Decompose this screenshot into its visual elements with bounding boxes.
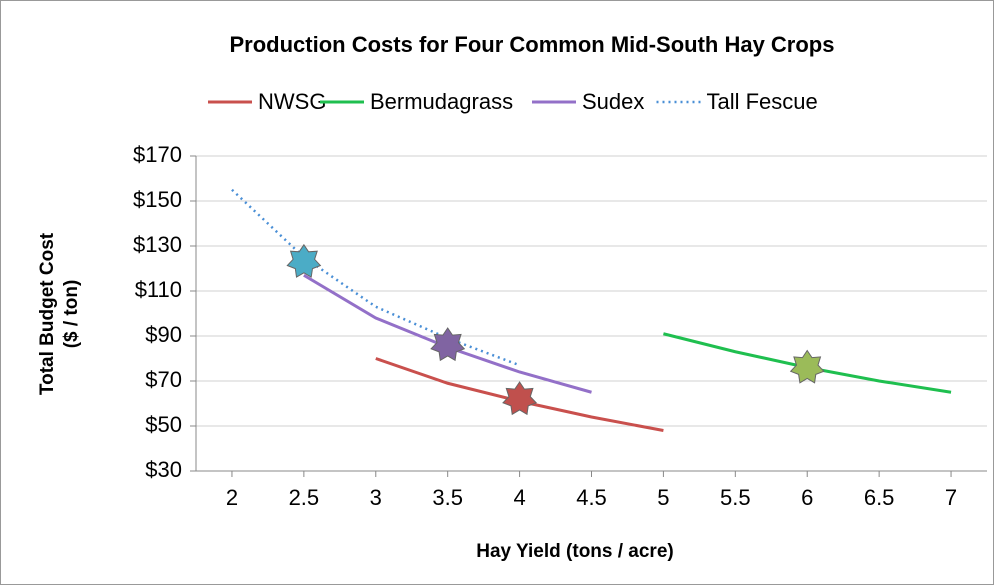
highlight-star (502, 381, 538, 416)
x-tick-label: 3.5 (432, 485, 463, 510)
y-tick-label: $30 (145, 457, 182, 482)
highlight-star (789, 349, 825, 384)
legend-label: NWSG (258, 89, 326, 114)
legend: NWSG Bermudagrass Sudex Tall Fescue (208, 89, 818, 114)
legend-label: Sudex (582, 89, 644, 114)
y-axis-label: Total Budget Cost ($ / ton) (37, 232, 82, 395)
y-tick-label: $70 (145, 367, 182, 392)
x-tick-label: 7 (945, 485, 957, 510)
x-tick-label: 2 (226, 485, 238, 510)
highlight-star (286, 243, 322, 278)
y-axis-label-line: ($ / ton) (61, 280, 82, 349)
legend-label: Tall Fescue (707, 89, 818, 114)
chart-title: Production Costs for Four Common Mid-Sou… (230, 32, 835, 57)
x-tick-label: 2.5 (289, 485, 320, 510)
y-tick-label: $150 (133, 187, 182, 212)
y-tick-label: $110 (135, 277, 182, 302)
y-tick-label: $170 (133, 142, 182, 167)
x-tick-label: 6 (801, 485, 813, 510)
y-tick-label: $130 (133, 232, 182, 257)
y-tick-label: $50 (145, 412, 182, 437)
legend-label: Bermudagrass (370, 89, 513, 114)
x-tick-label: 5.5 (720, 485, 751, 510)
y-axis-label-line: Total Budget Cost (37, 232, 58, 395)
y-tick-label: $90 (145, 322, 182, 347)
x-axis-label: Hay Yield (tons / acre) (476, 541, 673, 562)
x-tick-label: 6.5 (864, 485, 895, 510)
x-tick-label: 4.5 (576, 485, 607, 510)
x-tick-label: 4 (513, 485, 525, 510)
highlight-star (430, 327, 466, 362)
x-tick-label: 3 (370, 485, 382, 510)
x-tick-label: 5 (657, 485, 669, 510)
